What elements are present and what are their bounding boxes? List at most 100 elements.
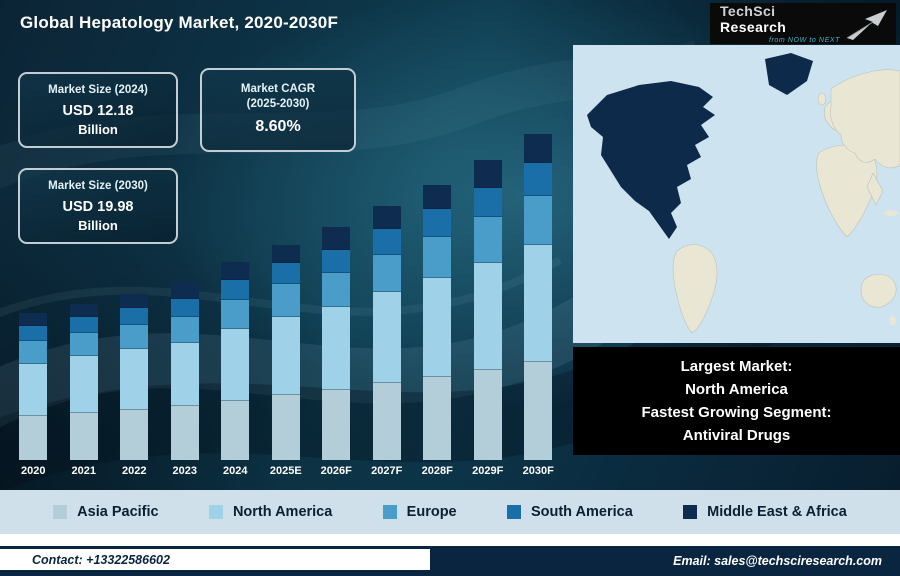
bar-column-2023: 2023 [160,118,211,478]
stat-unit: Billion [78,121,118,137]
bar-column-2020: 2020 [8,118,59,478]
stat-label: Market CAGR [240,83,316,95]
page-title: Global Hepatology Market, 2020-2030F [20,13,339,32]
legend-swatch-icon [208,505,223,519]
bar-segment-middle-east-africa [473,160,502,188]
bar-segment-europe [473,217,502,263]
bar-segment-middle-east-africa [524,134,553,164]
x-axis-label: 2025E [269,465,302,477]
legend-label: Middle East & Africa [707,504,847,520]
bar-segment-asia-pacific [170,406,199,460]
bar-segment-south-america [322,249,351,273]
region-indonesia [884,210,898,216]
bar-stack [271,244,300,460]
bar-stack [524,134,553,460]
bar-segment-north-america [221,328,250,401]
x-axis-label: 2024 [223,465,248,477]
region-greenland [765,53,813,95]
bar-stack [221,261,250,460]
bar-segment-south-america [69,316,98,333]
x-axis-label: 2030F [522,465,554,477]
bar-segment-north-america [69,355,98,413]
x-axis-label: 2020 [21,465,46,477]
legend-label: South America [530,504,633,520]
email-text: Email: sales@techsciresearch.com [673,554,882,568]
stat-label: Market Size (2024) [48,83,148,96]
legend-item-asia-pacific: Asia Pacific [53,504,159,520]
legend-swatch-icon [382,505,397,519]
bar-segment-asia-pacific [322,389,351,460]
stat-box-market-size-2030: Market Size (2030) USD 19.98 Billion [18,168,178,244]
bar-segment-europe [19,341,48,364]
x-axis-label: 2028F [421,465,453,477]
brand-logo-text: TechSci Research from NOW to NEXT [720,3,840,44]
bar-segment-south-america [524,163,553,196]
legend-label: North America [232,504,333,520]
bar-segment-middle-east-africa [423,184,452,210]
legend-item-middle-east-africa: Middle East & Africa [683,504,847,520]
bar-segment-middle-east-africa [170,282,199,299]
bar-column-2027f: 2027F [362,118,413,478]
bar-segment-north-america [372,292,401,384]
bar-segment-south-america [372,228,401,255]
region-new-zealand [890,316,896,326]
legend-item-south-america: South America [506,504,633,520]
bar-segment-north-america [120,349,149,410]
stat-value: 8.60% [255,118,301,135]
footer-email: Email: sales@techsciresearch.com [430,546,900,576]
x-axis-label: 2023 [172,465,197,477]
bar-stack [19,313,48,460]
continent-north-america [587,81,715,239]
stat-unit: Billion [78,217,118,233]
bar-segment-asia-pacific [221,400,250,460]
bar-segment-north-america [19,363,48,416]
bar-segment-south-america [120,308,149,325]
bar-segment-south-america [170,298,199,317]
bar-column-2030f: 2030F [513,118,564,478]
stat-box-market-cagr: Market CAGR (2025-2030) 8.60% [200,68,356,152]
market-callout: Largest Market: North America Fastest Gr… [573,347,900,455]
bar-segment-middle-east-africa [322,227,351,250]
bar-segment-middle-east-africa [120,293,149,309]
bar-stack [322,227,351,460]
bar-segment-middle-east-africa [69,303,98,317]
bar-segment-middle-east-africa [372,205,401,229]
bar-segment-asia-pacific [372,383,401,460]
x-axis-label: 2021 [71,465,96,477]
bar-segment-south-america [271,262,300,285]
bar-stack [372,205,401,460]
bar-column-2029f: 2029F [463,118,514,478]
bar-segment-asia-pacific [423,376,452,460]
footer-contact: Contact: +13322586602 [0,546,430,576]
contact-text: Contact: +13322586602 [32,552,170,567]
legend-swatch-icon [53,505,68,519]
bar-chart: 2020 2021 2022 2023 2024 2025E 2026F 2027F 2028F… [8,118,564,478]
brand-name-primary: TechSci [720,3,776,19]
bar-stack [170,282,199,460]
bar-column-2028f: 2028F [412,118,463,478]
bar-stack [69,303,98,460]
bar-segment-north-america [170,342,199,407]
brand-tagline: from NOW to NEXT [768,37,840,44]
stat-value: USD 12.18 [62,102,134,119]
bar-segment-europe [170,316,199,343]
bar-segment-asia-pacific [271,394,300,460]
brand-logo: TechSci Research from NOW to NEXT [710,3,896,44]
brand-name: TechSci Research [720,3,840,35]
region-south-asia [866,172,884,206]
legend-label: Asia Pacific [77,504,159,520]
x-axis-label: 2026F [320,465,352,477]
bar-segment-south-america [423,209,452,237]
legend-swatch-icon [683,505,698,519]
stat-label2: (2025-2030) [246,98,310,110]
stat-value: USD 19.98 [62,198,134,215]
bar-segment-north-america [423,277,452,377]
bar-segment-europe [372,254,401,293]
legend-swatch-icon [506,505,521,519]
bar-segment-europe [69,332,98,356]
brand-name-secondary: Research [720,19,787,35]
callout-line-4: Antiviral Drugs [682,427,791,444]
bar-segment-europe [322,272,351,307]
continent-south-america [672,244,718,334]
